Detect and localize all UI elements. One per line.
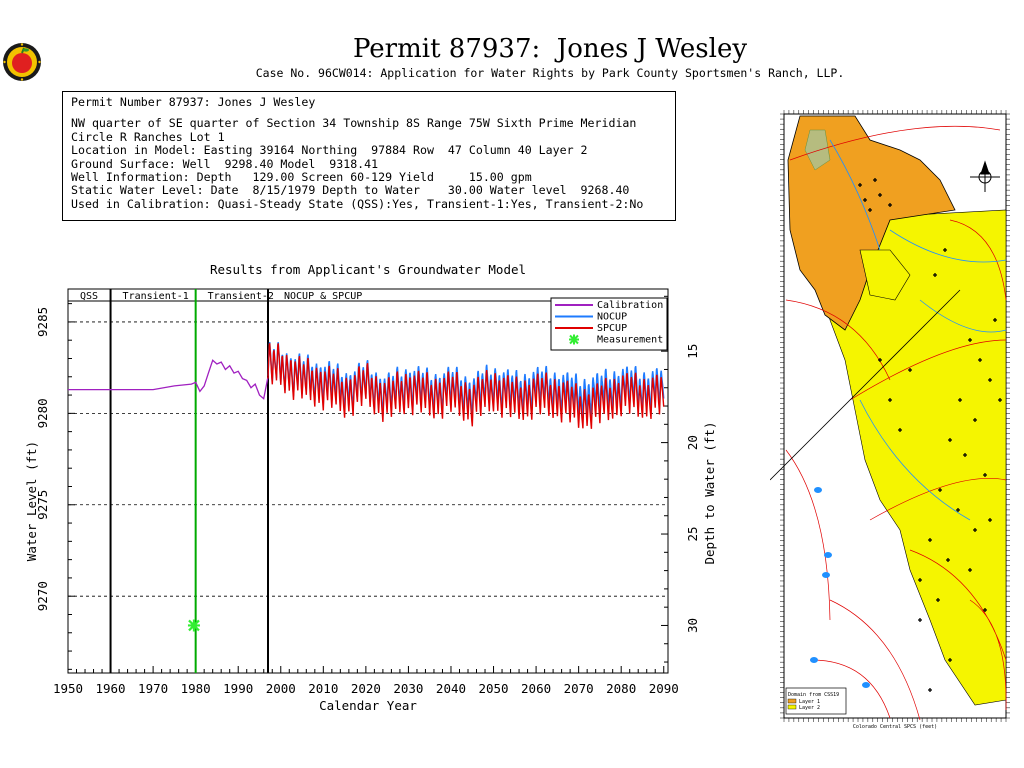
subdivision-line: Circle R Ranches Lot 1	[71, 129, 225, 144]
period-label: Transient-2	[208, 291, 274, 302]
map-leader-line	[770, 289, 961, 481]
x-tick-label-2010: 2010	[308, 681, 338, 696]
legend-label-calibration: Calibration	[597, 300, 663, 311]
legend-box	[550, 297, 668, 351]
x-tick-label-1970: 1970	[138, 681, 168, 696]
well-info-line: Well Information: Depth 129.00 Screen 60…	[71, 170, 532, 185]
x-tick-label-1980: 1980	[181, 681, 211, 696]
map-legend-swatch-layer1	[787, 698, 797, 704]
legend-label-spcup: SPCUP	[597, 323, 627, 334]
series-calibration-line	[68, 359, 269, 400]
map-legend-layer2: Layer 2	[799, 705, 820, 711]
period-label: NOCUP & SPCUP	[284, 291, 362, 302]
map-legend-layer1: Layer 1	[799, 699, 820, 705]
y2-tick-label-15: 15	[685, 344, 700, 359]
period-label: QSS	[80, 291, 98, 302]
legend-label-nocup: NOCUP	[597, 312, 627, 323]
legend-swatch-measurement	[569, 334, 579, 345]
ground-surface-line: Ground Surface: Well 9298.40 Model 9318.…	[71, 156, 379, 171]
static-water-level-line: Static Water Level: Date 8/15/1979 Depth…	[71, 183, 630, 198]
x-tick-label-2080: 2080	[606, 681, 636, 696]
map-frame-ticks	[780, 110, 1010, 722]
x-tick-label-1960: 1960	[95, 681, 125, 696]
x-tick-label-2000: 2000	[266, 681, 296, 696]
case-subtitle: Case No. 96CW014: Application for Water …	[255, 66, 845, 80]
map-well-points	[858, 178, 1002, 692]
map-inner-block	[859, 249, 911, 301]
y2-tick-label-20: 20	[685, 435, 700, 450]
map-axis-label: Colorado Central SPCS (feet)	[853, 724, 937, 730]
y-tick-label-9280: 9280	[35, 398, 50, 428]
calibration-usage-line: Used in Calibration: Quasi-Steady State …	[71, 196, 644, 211]
x-tick-label-2030: 2030	[393, 681, 423, 696]
map-lake	[824, 552, 832, 558]
x-tick-label-2020: 2020	[351, 681, 381, 696]
series-spcup-line	[267, 343, 665, 429]
x-tick-label-2070: 2070	[564, 681, 594, 696]
map-legend-swatch-layer2	[787, 704, 797, 710]
map-lake	[814, 487, 822, 493]
colorado-logo-icon	[3, 43, 41, 81]
map-lake	[862, 682, 870, 688]
y2-tick-label-25: 25	[685, 526, 700, 541]
x-tick-label-2090: 2090	[649, 681, 679, 696]
legend-label-measurement: Measurement	[597, 335, 663, 346]
map-lake	[810, 657, 818, 663]
map-lake	[822, 572, 830, 578]
y-tick-label-9270: 9270	[35, 581, 50, 611]
period-label: Transient-1	[123, 291, 189, 302]
x-tick-label-1990: 1990	[223, 681, 253, 696]
x-tick-label-2060: 2060	[521, 681, 551, 696]
x-axis-label: Calendar Year	[319, 698, 417, 713]
north-arrow-ring-icon	[978, 170, 992, 184]
permit-info-box: Permit Number 87937: Jones J Wesley NW q…	[62, 91, 676, 221]
map-green-hatch	[804, 129, 831, 171]
page-title: Permit 87937: Jones J Wesley	[352, 34, 748, 64]
model-location-line: Location in Model: Easting 39164 Northin…	[71, 143, 588, 158]
x-tick-label-2040: 2040	[436, 681, 466, 696]
legal-location-line: NW quarter of SE quarter of Section 34 T…	[71, 116, 637, 131]
y-tick-label-9275: 9275	[35, 490, 50, 520]
permit-number-line: Permit Number 87937: Jones J Wesley	[71, 95, 316, 109]
north-arrow-icon	[970, 160, 1000, 192]
measurement-marker	[187, 619, 200, 632]
map-streams	[829, 139, 1007, 521]
groundwater-chart: Results from Applicant's Groundwater Mod…	[24, 262, 717, 713]
y-axis-label: Water Level (ft)	[24, 441, 39, 561]
y-tick-label-9285: 9285	[35, 307, 50, 337]
plot-frame	[67, 288, 669, 674]
y2-axis-label: Depth to Water (ft)	[702, 422, 717, 565]
y2-tick-label-30: 30	[685, 618, 700, 633]
x-tick-label-2050: 2050	[478, 681, 508, 696]
chart-title: Results from Applicant's Groundwater Mod…	[210, 262, 526, 277]
map-legend-title: Domain from CSS19	[788, 692, 839, 698]
map-roads	[785, 125, 1007, 721]
x-tick-label-1950: 1950	[53, 681, 83, 696]
